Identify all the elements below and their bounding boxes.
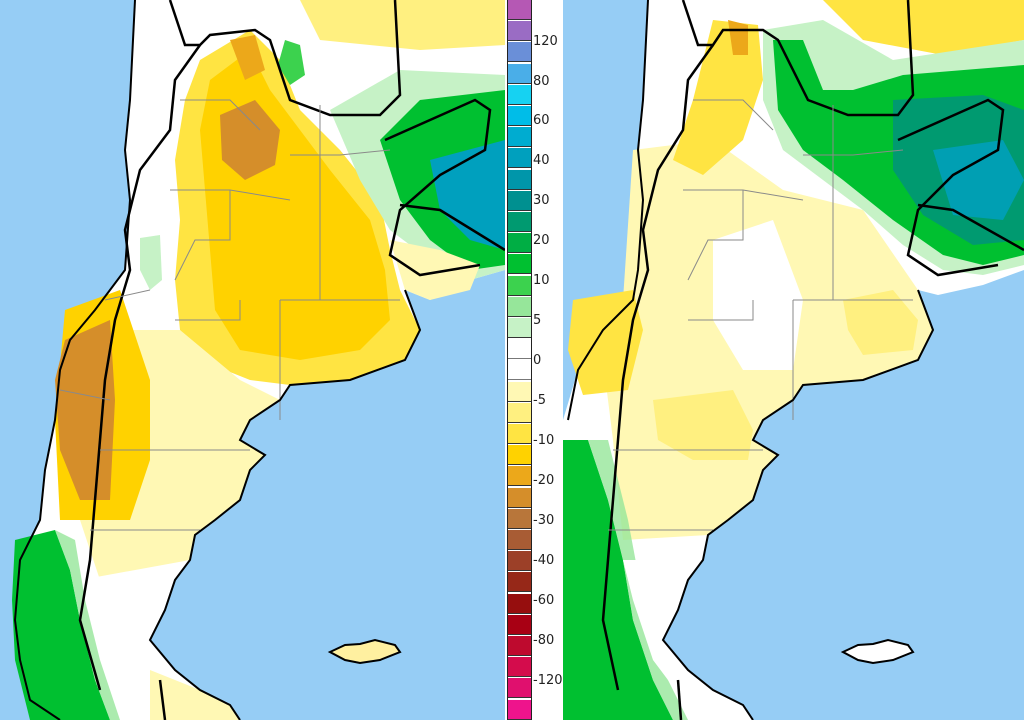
colorbar-legend: 120 80 60 40 30 20 10 5 0 -5 -10 -20 -30… bbox=[505, 0, 563, 720]
colorbar-label: -80 bbox=[533, 633, 555, 648]
colorbar-bin bbox=[508, 63, 531, 84]
colorbar-bin bbox=[508, 148, 531, 169]
province-borders bbox=[59, 99, 400, 531]
colorbar-label: -30 bbox=[533, 513, 555, 528]
colorbar-label: -120 bbox=[533, 673, 563, 688]
anomaly-dry-bolivia bbox=[823, 0, 1024, 55]
colorbar-bin bbox=[508, 106, 531, 126]
province-borders bbox=[608, 99, 913, 531]
colorbar-label: -40 bbox=[533, 553, 555, 568]
colorbar-label: -60 bbox=[533, 593, 555, 608]
anomaly-wet-mendoza bbox=[140, 235, 162, 290]
colorbar-label: 80 bbox=[533, 74, 550, 89]
colorbar-bin bbox=[508, 445, 531, 466]
anomaly-wet-south-chile bbox=[12, 530, 110, 720]
anomaly-dry-buenos-aires bbox=[843, 290, 918, 355]
colorbar-bin bbox=[508, 614, 531, 635]
anomaly-wet-south-chile bbox=[563, 440, 673, 720]
colorbar-bin bbox=[508, 636, 531, 656]
anomaly-dry-la-pampa bbox=[653, 390, 753, 460]
anomaly-dry-northwest bbox=[673, 20, 763, 175]
colorbar-bin bbox=[508, 0, 531, 20]
colorbar-label: -10 bbox=[533, 433, 555, 448]
country-borders bbox=[601, 0, 1024, 720]
colorbar-bin bbox=[508, 402, 531, 423]
colorbar-bin bbox=[508, 657, 531, 678]
map-panel-right bbox=[563, 0, 1024, 720]
anomaly-dry-brown-center bbox=[220, 100, 280, 180]
map-panel-left bbox=[0, 0, 505, 720]
anomaly-dry-tierra-del-fuego bbox=[150, 670, 240, 720]
colorbar-bin bbox=[508, 699, 531, 720]
colorbar-bin bbox=[508, 296, 531, 317]
colorbar-bin bbox=[508, 360, 531, 381]
anomaly-wet-northeast-core bbox=[430, 140, 505, 250]
anomaly-dry-bolivia bbox=[300, 0, 505, 50]
falkland-islands bbox=[327, 638, 402, 665]
anomaly-wet-northeast-teal bbox=[933, 140, 1024, 220]
colorbar-bin bbox=[508, 21, 531, 42]
anomaly-neutral-patagonia bbox=[80, 560, 190, 690]
anomaly-wet-formosa bbox=[278, 40, 305, 85]
colorbar-bin bbox=[508, 466, 531, 487]
colorbar-bin bbox=[508, 254, 531, 275]
colorbar-bin bbox=[508, 572, 531, 593]
anomaly-wet-south-chile-edge bbox=[55, 530, 120, 720]
colorbar-bin bbox=[508, 190, 531, 211]
colorbar-bin bbox=[508, 593, 531, 614]
colorbar-label: 30 bbox=[533, 193, 550, 208]
map-left-svg bbox=[12, 0, 505, 720]
colorbar-bin bbox=[508, 551, 531, 572]
colorbar-bin bbox=[508, 508, 531, 529]
colorbar-bin bbox=[508, 127, 531, 148]
colorbar-bin bbox=[508, 212, 531, 232]
colorbar-bin bbox=[508, 318, 531, 338]
colorbar-bin bbox=[508, 339, 531, 360]
falkland-islands bbox=[840, 638, 915, 665]
coastlines bbox=[567, 0, 935, 720]
colorbar-label: -20 bbox=[533, 473, 555, 488]
colorbar-label: 60 bbox=[533, 113, 550, 128]
colorbar-label: 0 bbox=[533, 353, 542, 368]
anomaly-dry-brown-north bbox=[230, 35, 265, 80]
colorbar-label: 120 bbox=[533, 34, 558, 49]
colorbar-bin bbox=[508, 233, 531, 254]
colorbar-label: 20 bbox=[533, 233, 550, 248]
colorbar-label: 5 bbox=[533, 313, 542, 328]
colorbar-label: 10 bbox=[533, 273, 550, 288]
map-right-svg bbox=[563, 0, 1024, 720]
colorbar-bin bbox=[508, 487, 531, 508]
colorbar-bins bbox=[507, 0, 532, 720]
country-borders bbox=[78, 0, 505, 720]
colorbar-bin bbox=[508, 169, 531, 190]
coastlines bbox=[13, 0, 422, 720]
colorbar-bin bbox=[508, 381, 531, 402]
colorbar-bin bbox=[508, 275, 531, 296]
anomaly-dry-uruguay bbox=[390, 240, 480, 300]
anomaly-neutral-center bbox=[713, 220, 803, 370]
colorbar-label: -5 bbox=[533, 393, 546, 408]
colorbar-bin bbox=[508, 84, 531, 105]
colorbar-bin bbox=[508, 424, 531, 444]
colorbar-bin bbox=[508, 42, 531, 63]
colorbar-bin bbox=[508, 530, 531, 550]
colorbar-bin bbox=[508, 678, 531, 699]
colorbar-label: 40 bbox=[533, 153, 550, 168]
